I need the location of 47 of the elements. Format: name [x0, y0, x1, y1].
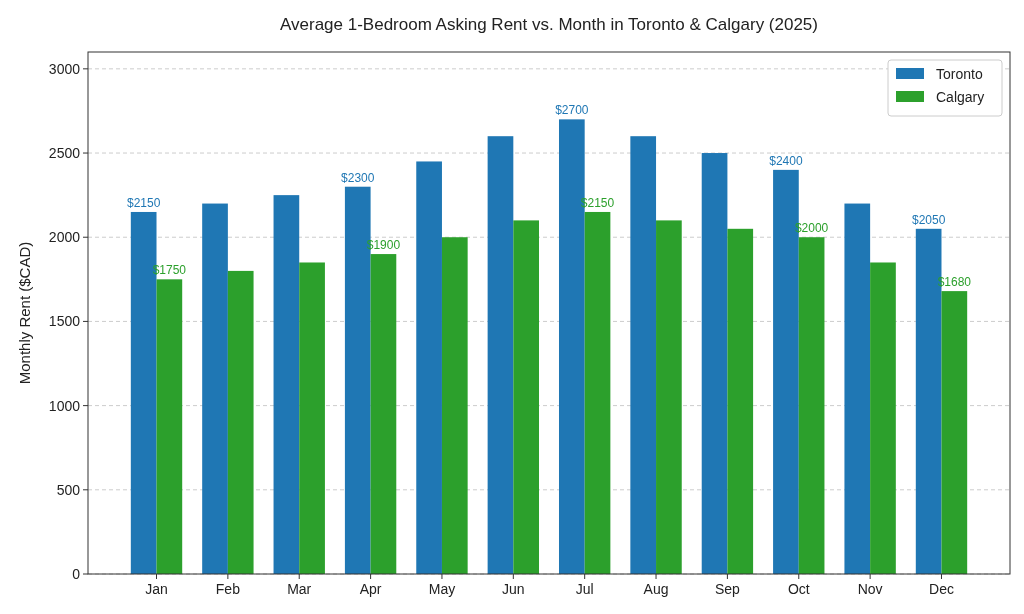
- bar: [487, 136, 514, 574]
- data-label: $2300: [341, 170, 375, 185]
- bar: [370, 254, 397, 574]
- bar: [656, 220, 682, 574]
- y-tick-label: 3000: [48, 60, 81, 77]
- bar: [156, 279, 183, 574]
- bar: [513, 220, 540, 574]
- bar: [941, 291, 968, 574]
- x-tick-label: Jul: [575, 581, 594, 597]
- x-tick-label: Aug: [643, 581, 669, 597]
- data-label: $2700: [555, 103, 589, 118]
- x-tick-label: Jun: [502, 581, 525, 597]
- chart-title: Average 1-Bedroom Asking Rent vs. Month in Toronto & Calgary (2025): [280, 15, 818, 34]
- bar: [798, 237, 825, 574]
- bar: [727, 228, 754, 574]
- bar: [273, 195, 300, 574]
- y-axis-title: Monthly Rent ($CAD): [16, 241, 33, 385]
- x-tick-label: Jan: [145, 581, 168, 597]
- y-tick-label: 1500: [48, 313, 81, 330]
- x-tick-label: Mar: [287, 581, 312, 597]
- legend-label: Calgary: [936, 88, 985, 105]
- data-label: $2150: [126, 195, 161, 210]
- legend-label: Toronto: [936, 65, 983, 82]
- bar: [441, 237, 468, 574]
- x-tick-label: May: [428, 581, 456, 597]
- data-label: $2400: [769, 153, 803, 168]
- x-tick-label: Dec: [929, 581, 954, 597]
- y-tick-label: 2000: [48, 229, 81, 246]
- bar: [299, 262, 325, 574]
- bar: [844, 203, 871, 574]
- bar: [630, 136, 657, 574]
- x-tick-label: Sep: [714, 581, 741, 597]
- y-tick-label: 2500: [48, 144, 81, 161]
- x-tick-label: Oct: [787, 581, 810, 597]
- bar: [701, 153, 728, 574]
- data-label: $2050: [911, 212, 946, 227]
- y-tick-label: 0: [72, 565, 81, 582]
- bar: [416, 161, 442, 574]
- bar: [870, 262, 896, 574]
- x-tick-label: Nov: [857, 581, 883, 597]
- y-tick-label: 500: [56, 481, 81, 498]
- bar: [227, 270, 254, 574]
- bar: [584, 211, 611, 574]
- x-tick-label: Apr: [359, 581, 382, 597]
- y-tick-label: 1000: [48, 397, 81, 414]
- bar: [202, 203, 228, 574]
- x-tick-label: Feb: [215, 581, 241, 597]
